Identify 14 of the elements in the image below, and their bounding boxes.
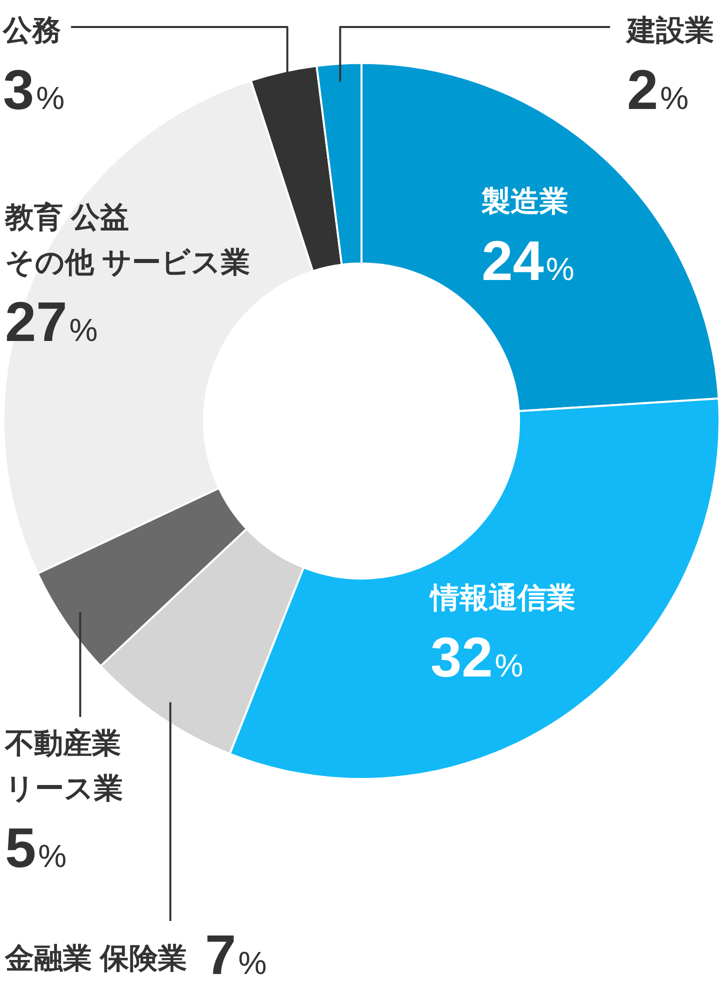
slice-label: 建設業 (625, 15, 714, 47)
data-label: 32% (430, 626, 524, 689)
slice-label: 金融業 保険業 (4, 943, 188, 975)
data-label: 5% (5, 816, 67, 879)
data-label: 2% (627, 58, 689, 121)
data-label: 27% (5, 290, 98, 353)
slice-label: 公務 (2, 15, 61, 47)
data-label: 7% (205, 923, 267, 986)
data-label: 24% (482, 229, 574, 292)
slice-label: 教育 公益その他 サービス業 (4, 201, 250, 279)
slice-label: 情報通信業 (428, 582, 576, 615)
data-label: 3% (3, 58, 65, 121)
slice-label: 不動産業リース業 (4, 727, 123, 805)
slice-label: 製造業 (480, 186, 569, 218)
